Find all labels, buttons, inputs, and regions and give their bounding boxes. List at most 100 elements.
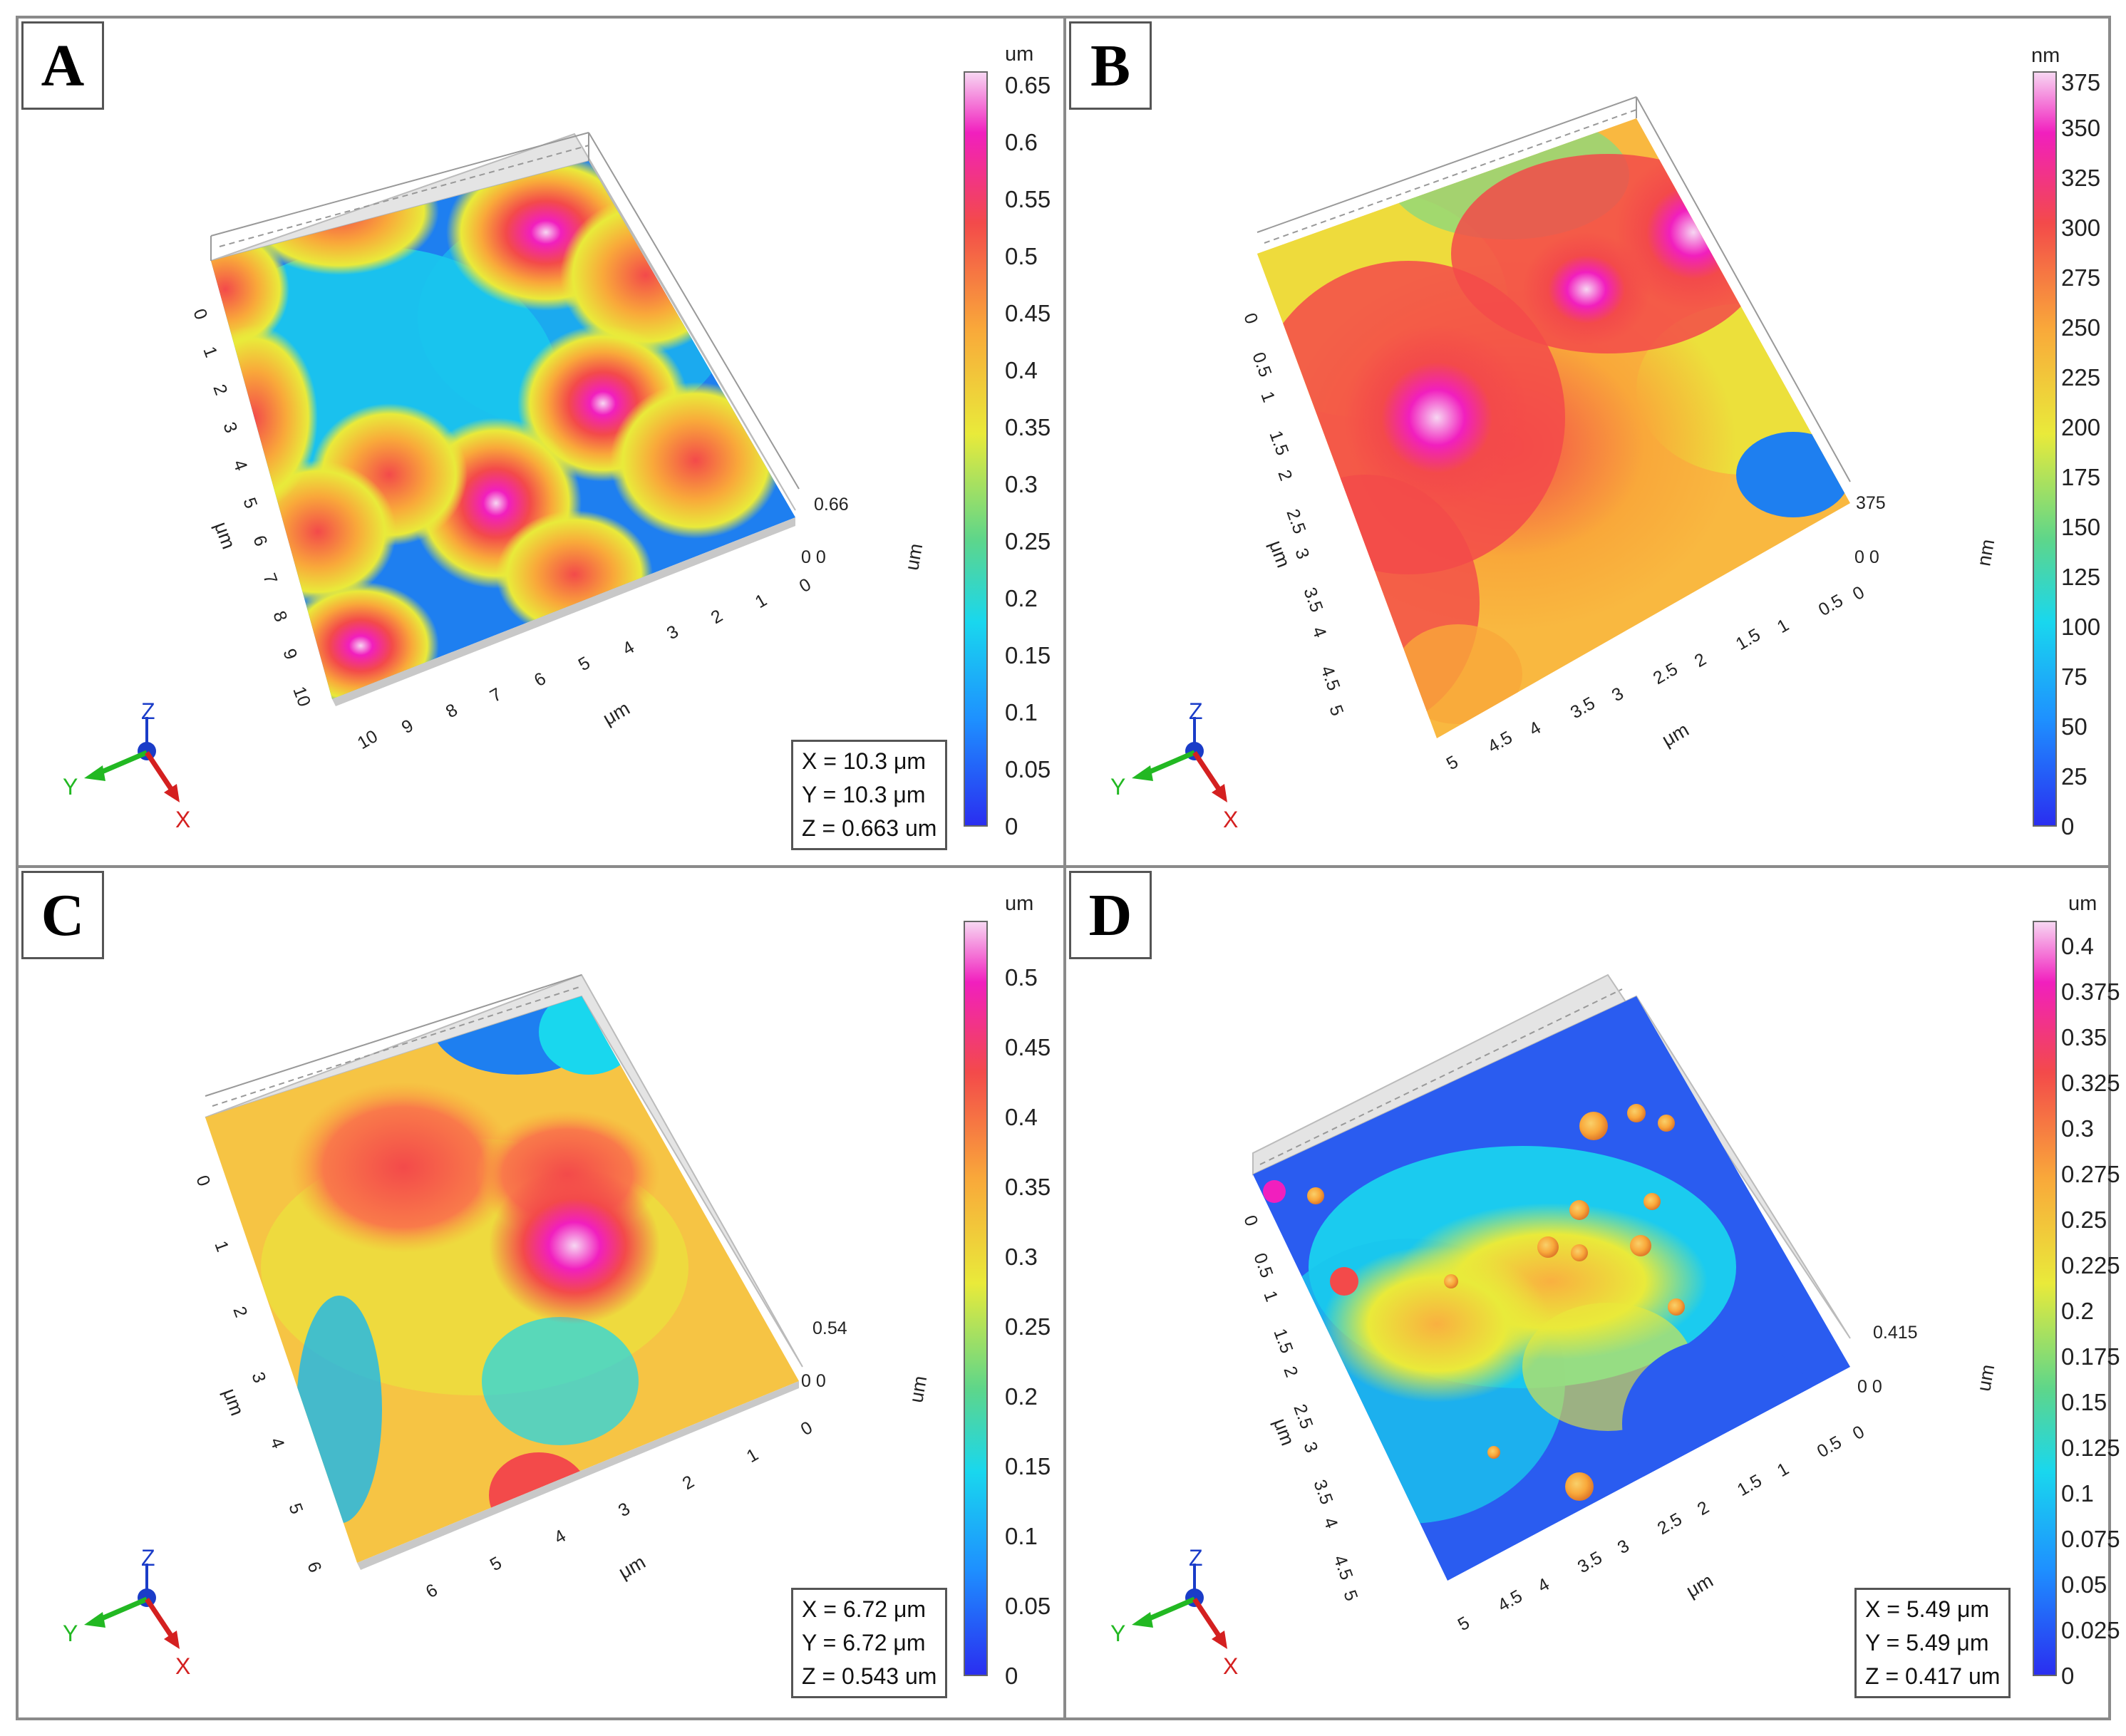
colorbar-label: 0.25	[1005, 528, 1051, 554]
z-max-label: 0.66	[814, 495, 849, 515]
axis-triad	[1132, 717, 1227, 802]
colorbar-label: 0.45	[1005, 300, 1051, 326]
colorbar-label: 300	[2061, 215, 2101, 241]
axis-triad	[84, 717, 180, 802]
colorbar-label: 0.3	[1005, 471, 1038, 497]
dim-x: X = 10.3 μm	[802, 748, 927, 774]
plot-frame	[1252, 973, 1851, 1339]
z-axis-unit: um	[1973, 1363, 1999, 1393]
triad-y-label: Y	[63, 1621, 78, 1646]
colorbar-label: 0	[1005, 813, 1018, 839]
colorbar-label: 25	[2061, 763, 2088, 790]
colorbar-label: 200	[2061, 414, 2101, 440]
panel-b: B	[1066, 19, 2111, 865]
colorbar-label: 0.375	[2061, 978, 2120, 1005]
surface-image	[205, 996, 799, 1563]
triad-y-label: Y	[1110, 774, 1126, 800]
colorbar-label: 275	[2061, 264, 2101, 291]
colorbar-label: 0.55	[1005, 186, 1051, 212]
plot-frame	[205, 973, 803, 1368]
axis-triad	[1132, 1564, 1227, 1649]
dim-z: Z = 0.663 um	[802, 815, 937, 841]
colorbar	[964, 71, 988, 827]
z-zero-label: 0 0	[801, 547, 826, 567]
colorbar-label: 0.15	[2061, 1389, 2107, 1415]
colorbar-label: 100	[2061, 614, 2101, 640]
colorbar-label: 0.325	[2061, 1070, 2120, 1096]
colorbar-label: 0.4	[1005, 357, 1038, 383]
colorbar-label: 0.1	[2061, 1480, 2094, 1507]
colorbar-label: 0.15	[1005, 642, 1051, 668]
colorbar-label: 0.2	[1005, 1383, 1038, 1410]
triad-x-label: X	[175, 807, 191, 832]
z-max-label: 0.54	[812, 1318, 847, 1338]
dimensions-box: X = 10.3 μm Y = 10.3 μm Z = 0.663 um	[791, 740, 948, 850]
colorbar-label: 225	[2061, 364, 2101, 391]
surface-3d-plot	[1252, 973, 1851, 1581]
colorbar-label: 175	[2061, 464, 2101, 490]
triad-z-label: Z	[1189, 698, 1203, 724]
triad-x-label: X	[1223, 807, 1239, 832]
colorbar-label: 0.15	[1005, 1453, 1051, 1479]
colorbar-label: 0.025	[2061, 1617, 2120, 1643]
surface-image	[1253, 996, 1850, 1581]
triad-z-label: Z	[1189, 1545, 1203, 1571]
colorbar-label: 150	[2061, 514, 2101, 540]
colorbar-label: 0	[2061, 813, 2075, 839]
colorbar-label: 325	[2061, 165, 2101, 191]
colorbar-label: 350	[2061, 115, 2101, 141]
panel-letter: A	[21, 21, 104, 110]
z-axis-unit: um	[901, 542, 927, 572]
panel-c: C	[19, 868, 1063, 1715]
dim-y: Y = 10.3 μm	[802, 782, 926, 807]
colorbar-label: 0.4	[2061, 933, 2094, 959]
triad-x-label: X	[175, 1653, 191, 1679]
colorbar-label: 0.4	[1005, 1104, 1038, 1130]
panel-d: D	[1066, 868, 2120, 1715]
dim-y: Y = 6.72 μm	[802, 1630, 926, 1655]
z-max-label: 375	[1856, 493, 1886, 513]
colorbar-label: 0.3	[1005, 1244, 1038, 1270]
colorbar-label: 0.125	[2061, 1435, 2120, 1461]
afm-figure: A	[16, 16, 2120, 1720]
colorbar-label: 0.275	[2061, 1161, 2120, 1187]
colorbar-label: 0.225	[2061, 1252, 2120, 1278]
colorbar-label: 250	[2061, 314, 2101, 341]
plot-frame	[210, 132, 800, 511]
colorbar-label: 0.3	[2061, 1115, 2094, 1142]
dim-z: Z = 0.417 um	[1865, 1663, 2001, 1689]
z-max-label: 0.415	[1873, 1323, 1918, 1343]
colorbar-label: 0.1	[1005, 699, 1038, 725]
colorbar-label: 0.075	[2061, 1526, 2120, 1552]
colorbar-label: 0.35	[1005, 414, 1051, 440]
colorbar-label: 0.5	[1005, 243, 1038, 269]
colorbar-label: 0.2	[1005, 585, 1038, 611]
colorbar-label: 0.175	[2061, 1343, 2120, 1370]
colorbar-label: 0.5	[1005, 964, 1038, 991]
colorbar	[2033, 921, 2057, 1676]
panel-letter: D	[1069, 871, 1152, 959]
colorbar-label: 0.05	[2061, 1571, 2107, 1598]
surface-3d-plot	[1256, 96, 1851, 738]
axis-triad	[84, 1564, 180, 1649]
surface-3d-plot	[210, 132, 800, 706]
z-axis-unit: nm	[1973, 537, 1999, 568]
plot-frame	[1256, 96, 1851, 482]
colorbar-label: 0.05	[1005, 756, 1051, 782]
dim-x: X = 6.72 μm	[802, 1596, 927, 1622]
z-axis-unit: um	[905, 1374, 932, 1405]
z-zero-label: 0 0	[1854, 547, 1879, 567]
vertical-divider	[1063, 19, 1066, 1717]
colorbar-label: 0.2	[2061, 1298, 2094, 1324]
triad-z-label: Z	[141, 1545, 155, 1571]
colorbar-label: 75	[2061, 663, 2088, 690]
triad-z-label: Z	[141, 698, 155, 724]
colorbar-label: 125	[2061, 564, 2101, 590]
panel-a: A	[19, 19, 1063, 865]
colorbar-label: 0.35	[1005, 1174, 1051, 1200]
colorbar-unit: nm	[2031, 44, 2060, 67]
dim-z: Z = 0.543 um	[802, 1663, 937, 1689]
colorbar-label: 375	[2061, 69, 2101, 95]
colorbar-unit: um	[1005, 43, 1034, 66]
colorbar-label: 0	[2061, 1663, 2075, 1689]
